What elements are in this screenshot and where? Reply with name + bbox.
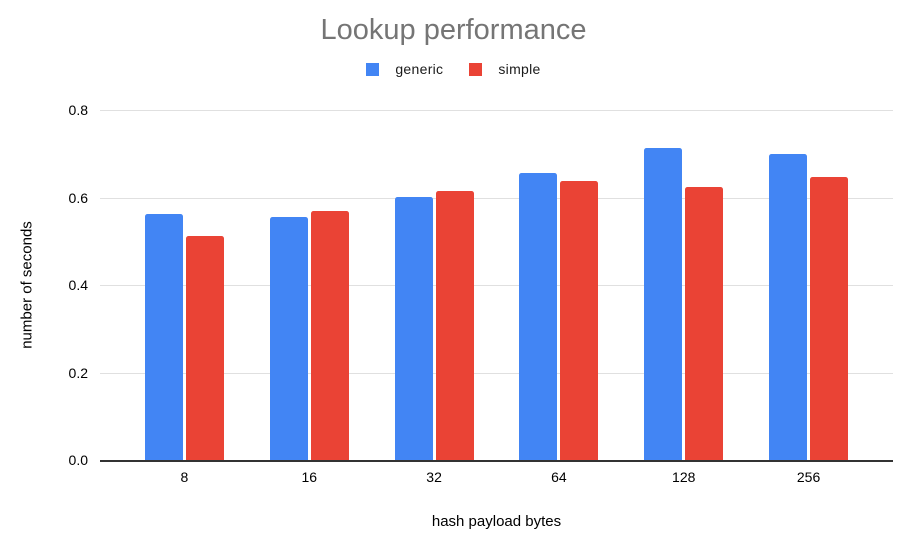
gridline-0.6	[100, 197, 893, 199]
x-axis-tick-labels: 8 16 32 64 128 256	[100, 469, 893, 485]
bar-simple-32[interactable]	[435, 191, 474, 460]
bar-generic-8[interactable]	[144, 214, 183, 460]
bar-simple-256[interactable]	[810, 176, 849, 460]
bar-group-256	[746, 110, 871, 460]
bar-row	[100, 110, 893, 460]
chart-title: Lookup performance	[320, 14, 587, 46]
bar-generic-128[interactable]	[644, 148, 683, 460]
legend-label: simple	[498, 61, 541, 77]
bar-generic-256[interactable]	[769, 153, 808, 460]
legend-label: generic	[395, 61, 444, 77]
x-tick-label-256: 256	[796, 469, 821, 485]
x-axis-title: hash payload bytes	[431, 513, 562, 530]
legend-swatch-simple	[469, 62, 483, 76]
bar-group-32	[372, 110, 497, 460]
bar-simple-64[interactable]	[560, 180, 599, 460]
x-tick-label-128: 128	[672, 469, 696, 485]
bar-generic-32[interactable]	[394, 197, 433, 460]
legend: generic simple	[0, 61, 907, 77]
x-tick-label-32: 32	[426, 469, 442, 485]
gridline-0.8	[100, 110, 893, 111]
legend-item-generic[interactable]: generic	[366, 61, 443, 77]
x-tick-label-16: 16	[301, 469, 318, 485]
x-tick-label-8: 8	[180, 469, 189, 485]
y-tick-label-0.6: 0.6	[68, 189, 88, 206]
plot-area	[100, 110, 893, 462]
bar-generic-16[interactable]	[269, 216, 308, 460]
gridline-0.2	[100, 372, 893, 374]
gridline-0.4	[100, 285, 893, 286]
bar-generic-64[interactable]	[519, 173, 558, 460]
y-tick-label-0.8: 0.8	[68, 102, 88, 118]
bar-group-128	[621, 110, 746, 460]
bar-simple-16[interactable]	[310, 210, 349, 460]
y-tick-label-0.2: 0.2	[68, 364, 88, 381]
x-tick-label-64: 64	[551, 469, 567, 485]
bar-simple-8[interactable]	[185, 236, 224, 460]
legend-item-simple[interactable]: simple	[469, 61, 540, 77]
bar-group-8	[122, 110, 247, 460]
bar-group-16	[247, 110, 372, 460]
bar-simple-128[interactable]	[685, 187, 724, 460]
bar-group-64	[496, 110, 621, 460]
legend-swatch-generic	[366, 62, 380, 76]
y-tick-label-0.4: 0.4	[68, 277, 88, 293]
y-tick-label-0.0: 0.0	[68, 452, 88, 468]
